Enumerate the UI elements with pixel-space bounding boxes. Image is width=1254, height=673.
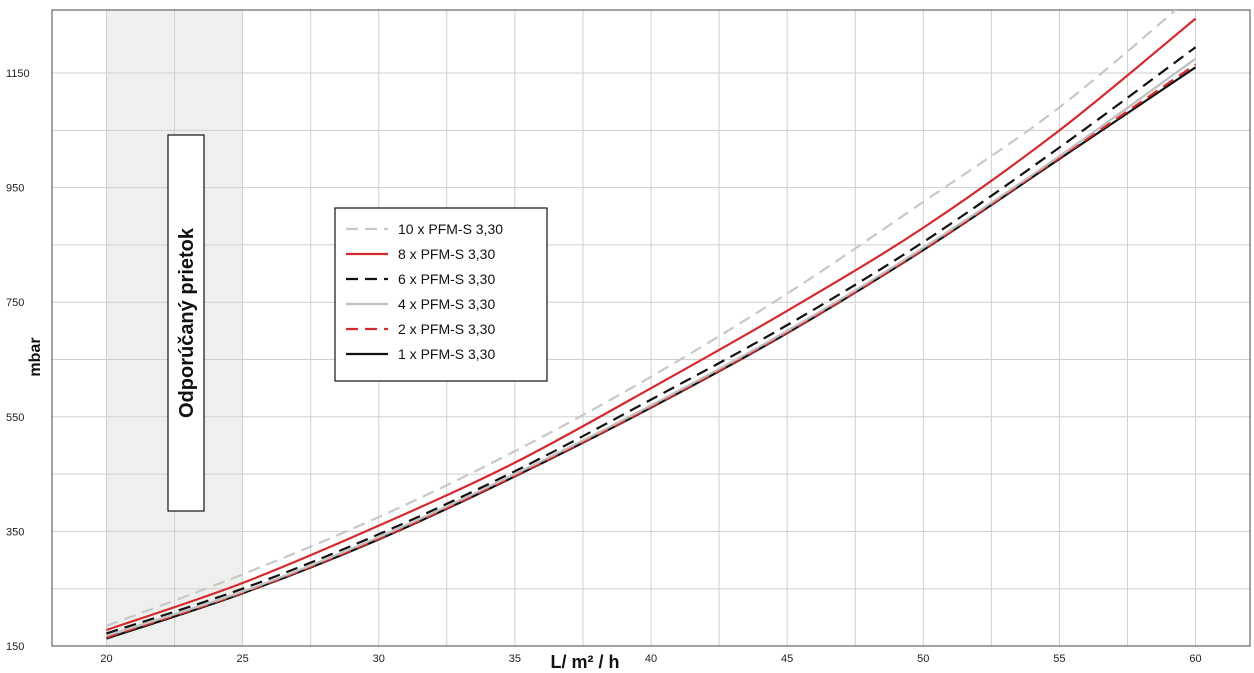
x-tick-label: 60	[1189, 653, 1201, 665]
band-label-layer: Odporúčaný prietok	[167, 134, 205, 512]
y-tick-label: 150	[6, 641, 24, 653]
legend-label: 6 x PFM-S 3,30	[398, 271, 495, 287]
legend-label: 2 x PFM-S 3,30	[398, 321, 495, 337]
legend-box	[334, 207, 548, 382]
x-tick-label: 35	[509, 653, 521, 665]
x-tick-label: 25	[236, 653, 248, 665]
y-tick-label: 350	[6, 526, 24, 538]
x-axis-title: L/ m² / h	[551, 652, 620, 672]
x-tick-label: 40	[645, 653, 657, 665]
series-layer	[106, 10, 1197, 640]
tick-label-layer: 20 25 30 35 40 45 50 55 60 150 350 550 750 950 1150	[6, 68, 1202, 665]
x-tick-label: 30	[373, 653, 385, 665]
series-line-2x-pfm	[106, 63, 1197, 639]
x-tick-label: 45	[781, 653, 793, 665]
recommended-flow-label-box	[167, 134, 205, 512]
y-tick-label: 1150	[6, 68, 30, 80]
plot-frame-layer	[51, 9, 1251, 647]
series-line-4x-pfm	[106, 57, 1197, 637]
y-tick-label: 950	[6, 183, 24, 195]
legend: 10 x PFM-S 3,30 8 x PFM-S 3,30 6 x PFM-S 3…	[334, 207, 548, 382]
series-line-10x-pfm	[106, 10, 1178, 627]
series-line-8x-pfm	[106, 17, 1197, 631]
x-tick-label: 20	[100, 653, 112, 665]
legend-label: 8 x PFM-S 3,30	[398, 246, 495, 262]
y-axis-title: mbar	[27, 337, 44, 376]
plot-frame	[51, 9, 1251, 647]
legend-label: 4 x PFM-S 3,30	[398, 296, 495, 312]
legend-label: 1 x PFM-S 3,30	[398, 346, 495, 362]
recommended-flow-label: Odporúčaný prietok	[176, 227, 198, 418]
series-line-6x-pfm	[106, 46, 1197, 635]
x-tick-label: 55	[1053, 653, 1065, 665]
y-tick-label: 750	[6, 297, 24, 309]
x-tick-label: 50	[917, 653, 929, 665]
y-tick-label: 550	[6, 412, 24, 424]
legend-label: 10 x PFM-S 3,30	[398, 221, 503, 237]
